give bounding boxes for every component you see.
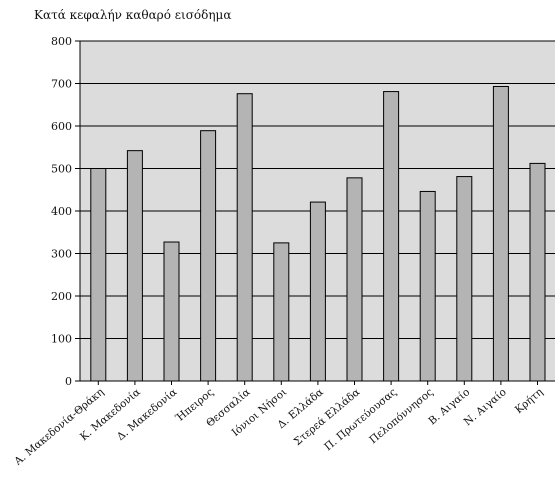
bar: [456, 176, 473, 382]
y-tick-label: 500: [51, 163, 72, 176]
bar: [492, 85, 509, 382]
bar: [126, 150, 143, 382]
x-tick-label: Κ. Μακεδονία: [77, 385, 143, 443]
bar: [383, 91, 400, 382]
y-tick-label: 300: [51, 248, 72, 261]
bar: [163, 241, 180, 382]
y-tick-label: 400: [51, 205, 72, 218]
y-tick-label: 800: [51, 35, 72, 48]
bar: [236, 93, 253, 382]
y-tick-label: 200: [51, 290, 72, 303]
bar: [309, 201, 326, 382]
x-tick-label: Δ. Μακεδονία: [114, 385, 179, 443]
chart-title: Κατά κεφαλήν καθαρό εισόδημα: [34, 8, 232, 22]
y-tick-label: 600: [51, 120, 72, 133]
bar: [346, 177, 363, 382]
x-tick-label: Πελοπόννησος: [367, 386, 435, 446]
bar: [200, 130, 217, 382]
y-tick-label: 0: [65, 375, 72, 388]
bar: [529, 162, 546, 382]
y-tick-label: 100: [51, 333, 72, 346]
y-tick-label: 700: [51, 78, 72, 91]
bar: [273, 242, 290, 382]
bar: [419, 190, 436, 382]
x-tick-label: Κρήτη: [512, 385, 545, 416]
bar: [90, 168, 107, 382]
